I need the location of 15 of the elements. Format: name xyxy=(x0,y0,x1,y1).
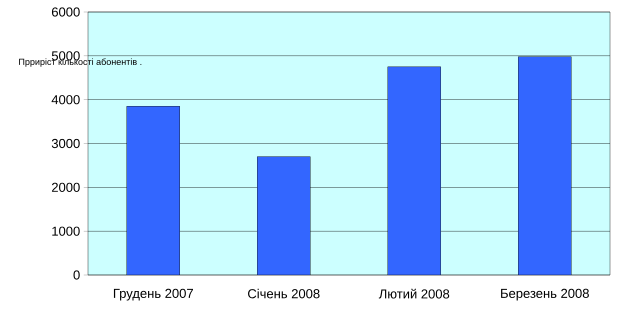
y-tick-label: 5000 xyxy=(52,51,80,60)
bar xyxy=(388,66,441,275)
bar xyxy=(518,56,572,275)
y-tick-label: 4000 xyxy=(52,95,80,104)
y-tick-label: 6000 xyxy=(52,7,80,17)
x-tick-label: Лютий 2008 xyxy=(378,288,450,299)
bar xyxy=(126,106,180,275)
bar xyxy=(257,156,310,275)
y-tick-label: 3000 xyxy=(52,138,80,148)
x-tick-label: Грудень 2007 xyxy=(114,288,193,301)
y-tick-label: 1000 xyxy=(52,226,80,236)
y-tick-label: 0 xyxy=(74,270,80,280)
x-tick-label: Січень 2008 xyxy=(248,288,320,298)
x-tick-label: Березень 2008 xyxy=(501,288,589,301)
y-tick-label: 2000 xyxy=(52,182,80,192)
